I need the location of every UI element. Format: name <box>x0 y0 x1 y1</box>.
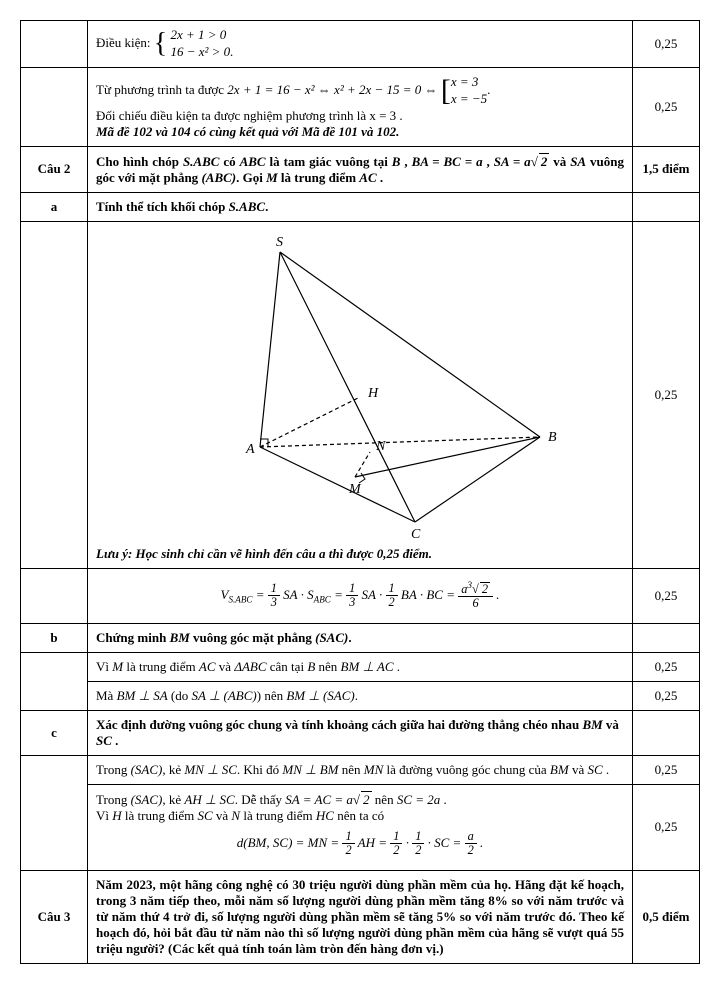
part-label: b <box>21 623 88 652</box>
line: Đối chiếu điều kiện ta được nghiệm phươn… <box>96 108 624 124</box>
condition-prefix: Điều kiện: <box>96 35 151 50</box>
solution-table: Điều kiện: { 2x + 1 > 0 16 − x² > 0. 0,2… <box>20 20 700 964</box>
empty <box>633 710 700 755</box>
score: 0,25 <box>633 21 700 68</box>
page: Điều kiện: { 2x + 1 > 0 16 − x² > 0. 0,2… <box>20 20 700 964</box>
part-c-text: Xác định đường vuông góc chung và tính k… <box>88 710 633 755</box>
score: 0,25 <box>633 568 700 623</box>
svg-text:M: M <box>348 482 362 497</box>
question-label: Câu 3 <box>21 870 88 963</box>
condition-stack: 2x + 1 > 0 16 − x² > 0. <box>170 27 233 61</box>
score: 0,25 <box>633 67 700 146</box>
score: 1,5 điểm <box>633 146 700 192</box>
empty <box>21 755 88 870</box>
pyramid-diagram: S A B C M N H <box>150 232 570 542</box>
score: 0,25 <box>633 755 700 784</box>
diagram-note: Lưu ý: Học sinh chỉ cần vẽ hình đến câu … <box>96 546 624 562</box>
sol1: x = 3 <box>451 74 487 91</box>
svg-text:H: H <box>367 386 379 401</box>
empty <box>633 623 700 652</box>
c2: Trong (SAC), kẻ AH ⊥ SC. Dễ thấy SA = AC… <box>88 784 633 870</box>
part-a-text: Tính thể tích khối chóp S.ABC. <box>88 192 633 221</box>
b1: Vì M là trung điểm AC và ΔABC cân tại B … <box>88 652 633 681</box>
score: 0,25 <box>633 221 700 568</box>
score: 0,25 <box>633 681 700 710</box>
note-line: Mã đề 102 và 104 có cùng kết quả với Mã … <box>96 124 624 140</box>
q3-text: Năm 2023, một hãng công nghệ có 30 triệu… <box>88 870 633 963</box>
svg-text:N: N <box>375 439 386 454</box>
part-b-text: Chứng minh BM vuông góc mặt phẳng (SAC). <box>88 623 633 652</box>
empty <box>21 221 88 568</box>
svg-text:C: C <box>411 527 421 542</box>
c1: Trong (SAC), kẻ MN ⊥ SC. Khi đó MN ⊥ BM … <box>88 755 633 784</box>
svg-text:A: A <box>245 442 255 457</box>
cond2: 16 − x² > 0. <box>170 44 233 61</box>
brace-icon: { <box>154 30 167 58</box>
b2: Mà BM ⊥ SA (do SA ⊥ (ABC)) nên BM ⊥ (SAC… <box>88 681 633 710</box>
score: 0,25 <box>633 784 700 870</box>
part-label: a <box>21 192 88 221</box>
empty <box>633 192 700 221</box>
solve-cell: Từ phương trình ta được 2x + 1 = 16 − x²… <box>88 67 633 146</box>
question-label: Câu 2 <box>21 146 88 192</box>
volume-formula: VS.ABC = 13 SA · SABC = 13 SA · 12 BA · … <box>88 568 633 623</box>
sol2: x = −5 <box>451 91 487 108</box>
diagram-cell: S A B C M N H Lưu ý: Học sinh chỉ cần vẽ hình … <box>88 221 633 568</box>
row-label <box>21 67 88 146</box>
row-label <box>21 21 88 68</box>
svg-text:B: B <box>548 430 557 445</box>
part-label: c <box>21 710 88 755</box>
svg-text:S: S <box>276 235 283 250</box>
line: Từ phương trình ta được 2x + 1 = 16 − x²… <box>96 74 624 108</box>
question-text: Cho hình chóp S.ABC có ABC là tam giác v… <box>88 146 633 192</box>
empty <box>21 568 88 623</box>
empty <box>21 652 88 710</box>
score: 0,25 <box>633 652 700 681</box>
bracket-icon: [ <box>441 76 451 106</box>
score: 0,5 điểm <box>633 870 700 963</box>
cond1: 2x + 1 > 0 <box>170 27 233 44</box>
condition-cell: Điều kiện: { 2x + 1 > 0 16 − x² > 0. <box>88 21 633 68</box>
